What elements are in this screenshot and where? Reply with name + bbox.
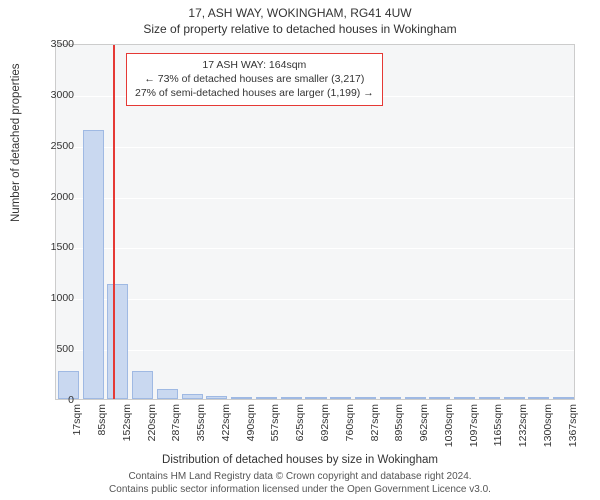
x-tick-label: 17sqm (71, 404, 83, 436)
chart-subtitle: Size of property relative to detached ho… (0, 20, 600, 36)
histogram-bar (231, 397, 252, 399)
x-tick-label: 962sqm (418, 404, 430, 441)
plot-area: 17 ASH WAY: 164sqm← 73% of detached hous… (55, 44, 575, 400)
x-tick-label: 557sqm (269, 404, 281, 441)
x-tick-label: 220sqm (146, 404, 158, 441)
y-tick-label: 1000 (51, 292, 74, 304)
x-tick-label: 1165sqm (492, 404, 504, 446)
x-tick-label: 692sqm (319, 404, 331, 441)
histogram-chart: 17 ASH WAY: 164sqm← 73% of detached hous… (55, 44, 575, 400)
annotation-line-2: ← 73% of detached houses are smaller (3,… (135, 72, 374, 86)
x-tick-label: 355sqm (195, 404, 207, 441)
x-tick-label: 895sqm (393, 404, 405, 441)
annotation-callout: 17 ASH WAY: 164sqm← 73% of detached hous… (126, 53, 383, 106)
histogram-bar (429, 397, 450, 399)
y-tick-label: 1500 (51, 241, 74, 253)
x-tick-label: 490sqm (245, 404, 257, 441)
page-title: 17, ASH WAY, WOKINGHAM, RG41 4UW (0, 0, 600, 20)
x-tick-label: 287sqm (170, 404, 182, 441)
x-tick-label: 85sqm (96, 404, 108, 436)
histogram-bar (256, 397, 277, 399)
histogram-bar (157, 389, 178, 399)
gridline (56, 248, 574, 249)
histogram-bar (355, 397, 376, 399)
histogram-bar (330, 397, 351, 399)
histogram-bar (305, 397, 326, 399)
gridline (56, 198, 574, 199)
x-tick-label: 152sqm (121, 404, 133, 441)
annotation-line-3: 27% of semi-detached houses are larger (… (135, 86, 374, 100)
gridline (56, 147, 574, 148)
histogram-bar (528, 397, 549, 399)
histogram-bar (83, 130, 104, 399)
property-marker-line (113, 45, 115, 399)
x-tick-label: 1232sqm (517, 404, 529, 447)
x-tick-label: 1367sqm (567, 404, 579, 447)
histogram-bar (504, 397, 525, 399)
y-tick-label: 500 (56, 343, 74, 355)
x-tick-label: 1300sqm (542, 404, 554, 447)
histogram-bar (206, 396, 227, 399)
gridline (56, 350, 574, 351)
x-tick-label: 760sqm (344, 404, 356, 441)
x-tick-label: 1097sqm (468, 404, 480, 447)
gridline (56, 299, 574, 300)
x-tick-label: 422sqm (220, 404, 232, 441)
histogram-bar (553, 397, 574, 399)
annotation-line-1: 17 ASH WAY: 164sqm (135, 58, 374, 72)
x-tick-label: 827sqm (369, 404, 381, 441)
y-tick-label: 3000 (51, 89, 74, 101)
x-tick-label: 1030sqm (443, 404, 455, 447)
footer-attribution: Contains HM Land Registry data © Crown c… (0, 470, 600, 496)
y-axis-label: Number of detached properties (10, 63, 22, 222)
histogram-bar (182, 394, 203, 399)
footer-line-1: Contains HM Land Registry data © Crown c… (0, 470, 600, 483)
histogram-bar (132, 371, 153, 399)
histogram-bar (405, 397, 426, 399)
histogram-bar (380, 397, 401, 399)
y-tick-label: 2500 (51, 140, 74, 152)
x-tick-label: 625sqm (294, 404, 306, 441)
footer-line-2: Contains public sector information licen… (0, 483, 600, 496)
histogram-bar (454, 397, 475, 399)
x-axis-label: Distribution of detached houses by size … (0, 454, 600, 466)
y-tick-label: 2000 (51, 191, 74, 203)
histogram-bar (107, 284, 128, 399)
y-tick-label: 3500 (51, 38, 74, 50)
histogram-bar (479, 397, 500, 399)
histogram-bar (281, 397, 302, 399)
